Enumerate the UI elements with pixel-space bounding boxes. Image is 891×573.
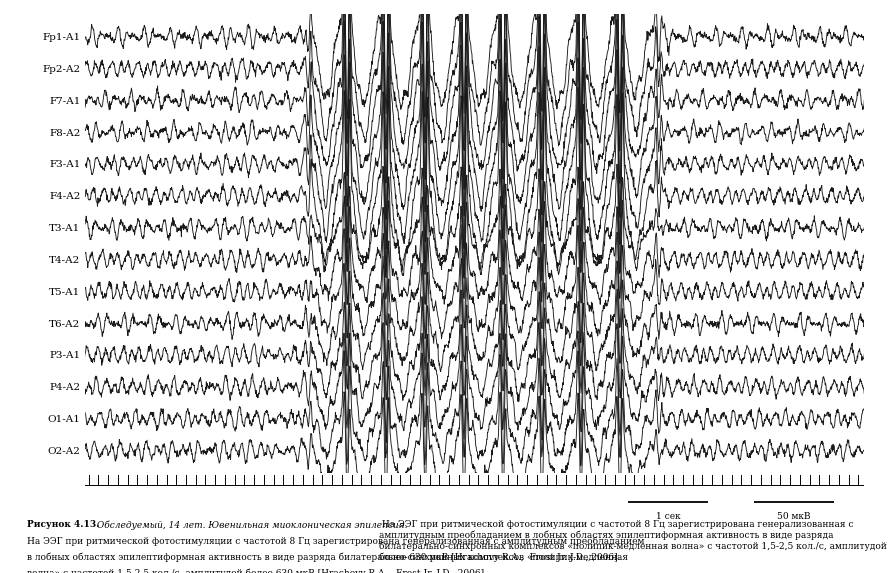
- Text: в лобных областях эпилептиформная активность в виде разряда билатерально-синхрон: в лобных областях эпилептиформная активн…: [27, 552, 628, 562]
- Text: Рисунок 4.13.: Рисунок 4.13.: [27, 520, 99, 529]
- Text: На ЭЭГ при ритмической фотостимуляции с частотой 8 Гц зарегистрирована генерализ: На ЭЭГ при ритмической фотостимуляции с …: [27, 536, 644, 546]
- Text: На ЭЭГ при ритмической фотостимуляции с частотой 8 Гц зарегистрирована генерализ: На ЭЭГ при ритмической фотостимуляции с …: [379, 520, 887, 562]
- Text: волна» с частотой 1,5-2,5 кол./с, амплитудой более 630 мкВ [Hrachovy R.A.,  Fros: волна» с частотой 1,5-2,5 кол./с, амплит…: [27, 568, 486, 573]
- Text: Обследуемый, 14 лет. Ювенильная миоклоническая эпилепсия.: Обследуемый, 14 лет. Ювенильная миоклони…: [94, 520, 407, 530]
- Text: 50 мкВ: 50 мкВ: [777, 512, 811, 521]
- Text: 1 сек: 1 сек: [656, 512, 681, 521]
